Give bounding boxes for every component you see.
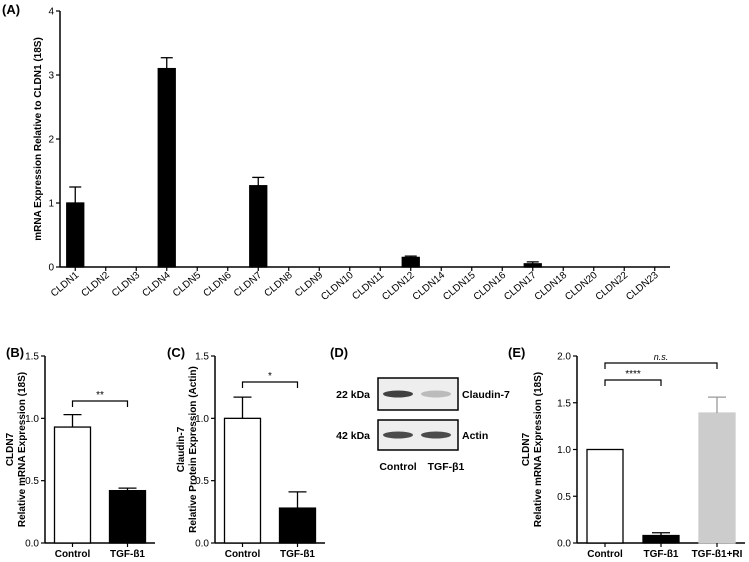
y-tick-label: 0.0 <box>25 539 39 550</box>
y-tick-label: 0.0 <box>557 539 571 550</box>
bar <box>66 202 85 268</box>
molecular-weight-label: 22 kDa <box>336 389 370 401</box>
panel-label: (B) <box>6 345 24 360</box>
panel-b-chart: (B) 0.0 0.5 1.0 1.5 CLDN7 Relative mRNA Expres… <box>5 345 155 560</box>
y-axis-label-secondary: Relative mRNA Expression (18S) <box>533 372 544 527</box>
x-tick-label: CLDN15 <box>441 270 478 303</box>
significance-bracket <box>604 362 718 369</box>
x-tick-label: CLDN18 <box>533 270 570 303</box>
x-tick-label: CLDN4 <box>140 270 173 300</box>
panel-label: (A) <box>2 2 20 17</box>
x-tick-label: Control <box>225 549 261 557</box>
y-tick-label: 2 <box>48 135 54 146</box>
panel-e-chart: (E) 0.0 0.5 1.0 1.5 2.0 CLDN7 Relative mRNA Exp… <box>508 345 745 560</box>
x-tick-label: CLDN22 <box>594 270 631 303</box>
blot-band <box>421 390 451 398</box>
y-tick-label: 4 <box>48 7 54 18</box>
bar <box>586 448 624 544</box>
x-tick-label: CLDN8 <box>262 270 295 300</box>
panel-d-western-blot: (D) 22 kDa Claudin-7 42 kDa Actin Control TGF-… <box>330 345 510 473</box>
x-tick-label: CLDN11 <box>350 270 386 303</box>
y-tick-label: 3 <box>48 71 54 82</box>
bar <box>223 417 262 544</box>
x-tick-label: CLDN17 <box>502 270 539 303</box>
bar <box>53 426 92 544</box>
x-tick-label: TGF-β1 <box>280 549 315 557</box>
x-tick-label: TGF-β1 <box>110 549 145 557</box>
x-tick-label: CLDN5 <box>171 270 204 300</box>
x-tick-label: CLDN7 <box>232 270 265 300</box>
x-tick-label: CLDN2 <box>79 270 112 300</box>
protein-label: Actin <box>462 430 488 442</box>
bar <box>698 412 736 544</box>
x-tick-label: CLDN10 <box>319 270 356 303</box>
x-tick-label: TGF-β1+RI <box>692 549 743 557</box>
significance-label: ** <box>96 390 104 401</box>
y-axis-label: CLDN7 <box>521 432 532 466</box>
bar <box>249 185 268 268</box>
y-tick-label: 1 <box>48 199 54 210</box>
y-tick-label: 1.0 <box>25 414 39 425</box>
x-tick-label: Control <box>587 549 623 557</box>
blot-band <box>421 431 451 439</box>
molecular-weight-label: 42 kDa <box>336 430 370 442</box>
panel-label: (C) <box>167 345 185 360</box>
bar <box>108 489 147 544</box>
lane-label: Control <box>379 461 416 473</box>
y-tick-label: 0.0 <box>195 539 209 550</box>
bar <box>523 263 542 268</box>
x-tick-label: CLDN16 <box>472 270 509 303</box>
x-tick-label: CLDN20 <box>563 270 600 303</box>
x-tick-label: CLDN14 <box>411 270 448 303</box>
y-tick-label: 1.5 <box>557 398 571 409</box>
significance-bracket <box>604 379 662 386</box>
bar <box>642 534 680 544</box>
panel-label: (D) <box>330 345 348 360</box>
x-tick-label: CLDN1 <box>49 270 82 300</box>
significance-label: * <box>268 371 272 382</box>
y-tick-label: 0.5 <box>557 492 571 503</box>
x-tick-label: CLDN3 <box>110 270 143 300</box>
protein-label: Claudin-7 <box>462 389 510 401</box>
significance-bracket <box>241 381 299 388</box>
x-tick-label: CLDN12 <box>380 270 417 303</box>
significance-bracket <box>71 400 129 407</box>
y-tick-label: 1.5 <box>25 352 39 363</box>
panel-c-chart: (C) 0.0 0.5 1.0 1.5 Claudin-7 Relative Protein… <box>167 345 325 560</box>
panel-a-chart: (A) 0 1 2 3 4 mRNA Expression Relative to CLDN… <box>2 2 670 303</box>
x-tick-label: CLDN23 <box>624 270 661 303</box>
y-tick-label: 1.0 <box>195 414 209 425</box>
y-axis-label-secondary: Relative Protein Expression (Actin) <box>188 366 199 533</box>
panel-label: (E) <box>508 345 525 360</box>
blot-band <box>383 390 413 398</box>
y-tick-label: 0.5 <box>25 476 39 487</box>
y-axis-label-secondary: Relative mRNA Expression (18S) <box>17 372 28 527</box>
x-tick-label: TGF-β1 <box>644 549 679 557</box>
y-tick-label: 1.0 <box>557 445 571 456</box>
significance-label: n.s. <box>654 352 669 362</box>
significance-label: **** <box>625 369 641 380</box>
bar <box>157 67 176 268</box>
blot-band <box>383 431 413 439</box>
y-tick-label: 2.0 <box>557 352 571 363</box>
x-tick-label: CLDN6 <box>201 270 234 300</box>
y-axis-label: mRNA Expression Relative to CLDN1 (18S) <box>33 37 44 241</box>
y-tick-label: 0.5 <box>195 476 209 487</box>
y-axis-label: Claudin-7 <box>176 426 187 472</box>
lane-label: TGF-β1 <box>428 461 465 473</box>
x-tick-label: Control <box>55 549 91 557</box>
y-axis-label: CLDN7 <box>5 432 16 466</box>
bar <box>401 256 420 268</box>
y-tick-label: 1.5 <box>195 352 209 363</box>
bar <box>278 507 317 544</box>
y-tick-label: 0 <box>48 263 54 274</box>
